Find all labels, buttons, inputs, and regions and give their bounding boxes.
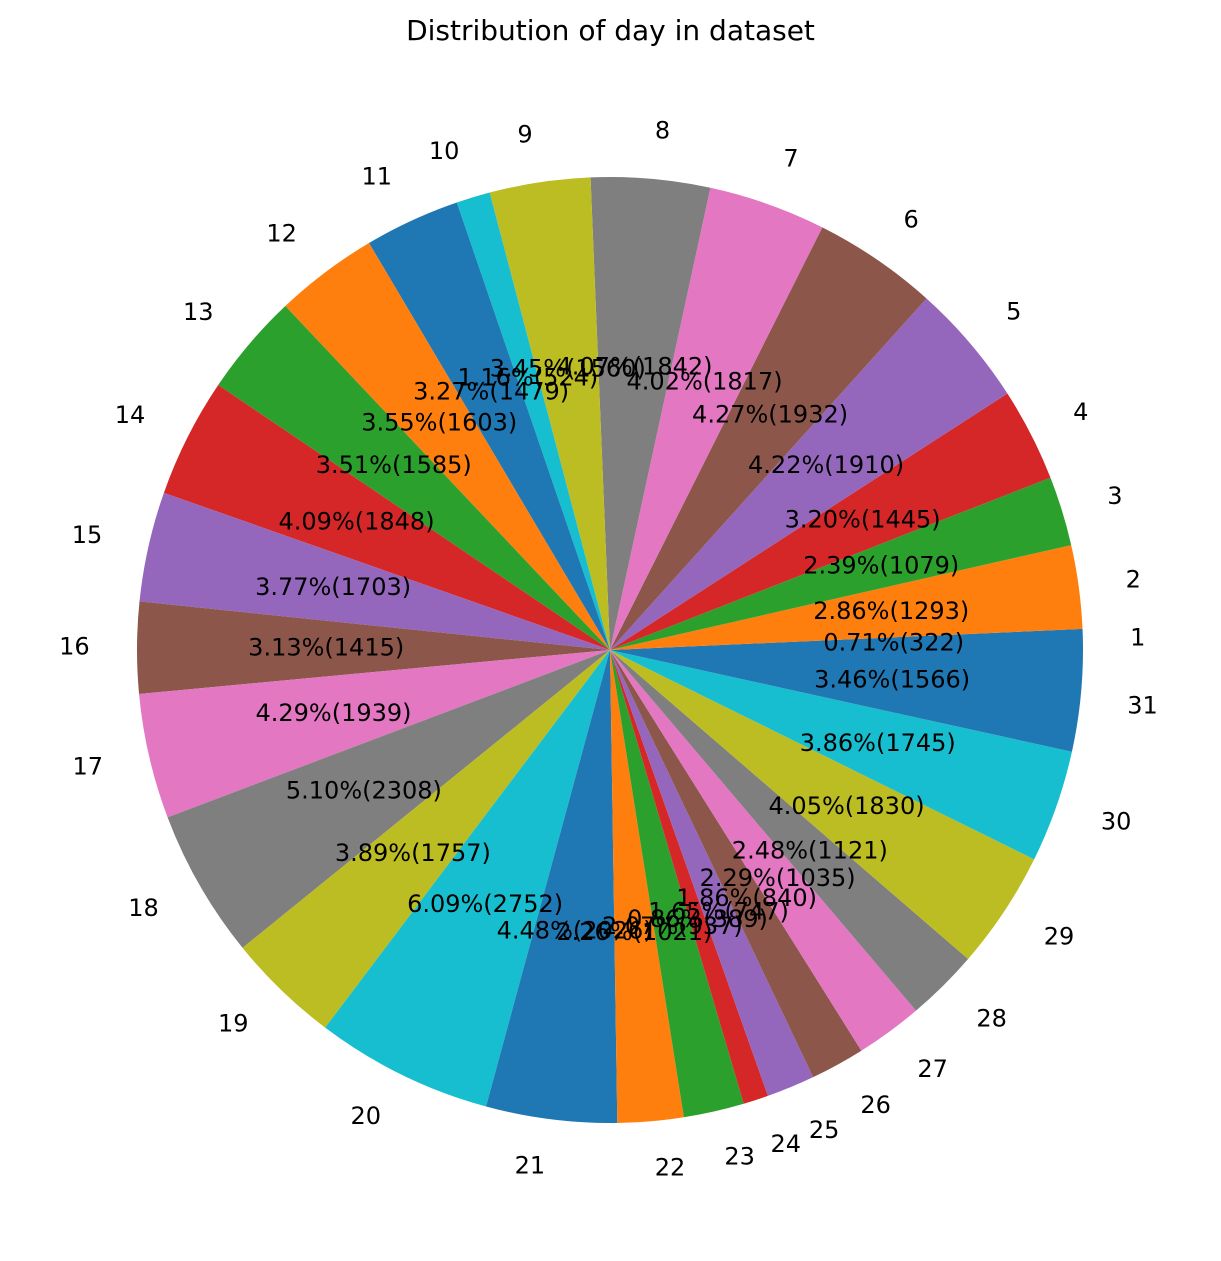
pie-slice-16 [137, 601, 610, 694]
slice-percent-3: 2.39%(1079) [803, 552, 959, 580]
slice-percent-23: 2.07%(937) [602, 912, 743, 940]
pie-slice-9 [489, 177, 610, 650]
slice-percent-14: 4.09%(1848) [279, 507, 435, 535]
slice-label-25: 25 [809, 1116, 840, 1144]
slice-label-19: 19 [218, 1009, 249, 1037]
pie-slice-25 [610, 650, 814, 1096]
slice-percent-22: 2.26%(1021) [556, 918, 712, 946]
slice-percent-18: 5.10%(2308) [286, 776, 442, 804]
pie-slice-14 [163, 385, 610, 650]
pie-slice-29 [610, 650, 1035, 960]
slice-percent-5: 4.22%(1910) [748, 451, 904, 479]
slice-percent-31: 3.46%(1566) [814, 666, 970, 694]
pie-slice-6 [610, 227, 927, 650]
slice-label-3: 3 [1107, 482, 1122, 510]
slice-percent-30: 3.86%(1745) [800, 729, 956, 757]
pie-slice-3 [610, 477, 1072, 650]
slice-percent-4: 3.20%(1445) [785, 506, 941, 534]
slice-label-6: 6 [903, 205, 918, 233]
pie-slice-4 [610, 393, 1051, 650]
slice-label-23: 23 [724, 1143, 755, 1171]
pie-slice-7 [610, 187, 823, 650]
slice-label-29: 29 [1044, 922, 1075, 950]
pie-slice-19 [242, 650, 610, 1028]
slice-label-18: 18 [128, 894, 159, 922]
slice-percent-2: 2.86%(1293) [813, 597, 969, 625]
pie-slice-26 [610, 650, 862, 1078]
slice-label-5: 5 [1006, 298, 1021, 326]
slice-percent-10: 1.16%(524) [457, 363, 598, 391]
slice-percent-16: 3.13%(1415) [248, 634, 404, 662]
slice-percent-29: 4.05%(1830) [769, 792, 925, 820]
slice-label-27: 27 [917, 1055, 948, 1083]
slice-label-11: 11 [362, 163, 393, 191]
pie-slice-1 [610, 628, 1083, 650]
slice-percent-9: 3.45%(1560) [490, 354, 646, 382]
slice-percent-6: 4.27%(1932) [692, 401, 848, 429]
pie-slice-12 [285, 243, 610, 650]
slice-label-20: 20 [350, 1102, 381, 1130]
slice-percent-8: 4.07%(1842) [556, 352, 712, 380]
slice-label-22: 22 [655, 1153, 686, 1181]
pie-slice-5 [610, 298, 1008, 650]
slice-percent-25: 1.65%(747) [648, 897, 789, 925]
slice-percent-24: 0.86%(389) [627, 905, 768, 933]
pie-slice-13 [218, 306, 610, 650]
pie-slice-31 [610, 650, 1083, 752]
slice-label-12: 12 [266, 219, 297, 247]
slice-percent-28: 2.48%(1121) [732, 837, 888, 865]
slice-label-21: 21 [515, 1151, 546, 1179]
slice-label-10: 10 [429, 137, 460, 165]
slice-label-31: 31 [1127, 691, 1158, 719]
slice-label-4: 4 [1073, 398, 1088, 426]
slice-percent-11: 3.27%(1479) [413, 377, 569, 405]
slice-percent-20: 6.09%(2752) [407, 890, 563, 918]
pie-slice-18 [167, 650, 610, 948]
pie-slice-22 [610, 650, 684, 1123]
pie-slice-17 [139, 650, 611, 818]
pie-slice-28 [610, 650, 969, 1011]
slice-percent-21: 4.48%(2026) [497, 917, 653, 945]
pie-slice-11 [369, 202, 610, 651]
slice-label-15: 15 [72, 521, 103, 549]
slice-label-9: 9 [517, 120, 532, 148]
pie-slice-20 [325, 650, 610, 1107]
slice-label-16: 16 [59, 632, 90, 660]
slice-percent-19: 3.89%(1757) [335, 839, 491, 867]
slice-label-8: 8 [655, 117, 670, 145]
pie-slice-15 [139, 492, 610, 650]
pie-slice-27 [610, 650, 917, 1051]
pie-slice-10 [456, 192, 610, 650]
slice-percent-1: 0.71%(322) [823, 629, 964, 657]
slice-percent-15: 3.77%(1703) [255, 573, 411, 601]
slice-label-28: 28 [976, 1004, 1007, 1032]
slice-percent-17: 4.29%(1939) [255, 699, 411, 727]
slice-label-30: 30 [1101, 807, 1132, 835]
slice-label-2: 2 [1126, 565, 1141, 593]
slice-label-26: 26 [860, 1091, 891, 1119]
pie-slice-2 [610, 545, 1083, 650]
slice-percent-13: 3.51%(1585) [316, 451, 472, 479]
pie-slice-23 [610, 650, 744, 1118]
pie-slices [137, 176, 1083, 1123]
slice-percent-26: 1.86%(840) [676, 884, 817, 912]
chart-title: Distribution of day in dataset [406, 14, 815, 47]
slice-label-17: 17 [73, 752, 104, 780]
slice-percent-7: 4.02%(1817) [627, 367, 783, 395]
slice-label-1: 1 [1130, 623, 1145, 651]
pie-labels: 1 0.71%(322) 2 2.86%(1293) 3 2.39%(1079) 4 3.20… [59, 117, 1158, 1182]
slice-label-13: 13 [183, 298, 214, 326]
slice-label-14: 14 [115, 401, 146, 429]
slice-percent-12: 3.55%(1603) [361, 408, 517, 436]
slice-label-24: 24 [770, 1130, 801, 1158]
pie-slice-21 [486, 650, 618, 1123]
pie-slice-8 [590, 176, 711, 650]
pie-slice-30 [610, 650, 1072, 860]
slice-label-7: 7 [783, 144, 798, 172]
slice-percent-27: 2.29%(1035) [700, 864, 856, 892]
pie-slice-24 [610, 650, 768, 1104]
